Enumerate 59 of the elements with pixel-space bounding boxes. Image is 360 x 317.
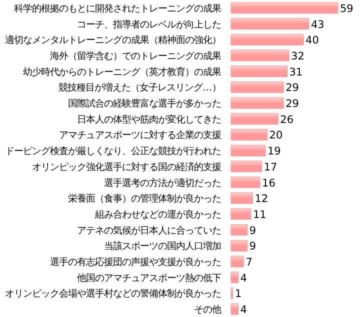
y-tick-label: オリンピック強化選手に対する国の経済的支援 (32, 162, 221, 173)
y-tick-label: 海外（留学含む）でのトレーニングの成果 (50, 50, 221, 62)
data-label: 4 (240, 272, 248, 284)
data-label: 31 (289, 66, 303, 78)
y-tick-label: オリンピック会場や選手村などの警備体制が良かった (5, 288, 221, 300)
bar (230, 97, 284, 109)
bar (230, 128, 268, 140)
data-label: 29 (286, 82, 299, 94)
bar (230, 50, 290, 62)
data-label: 4 (240, 304, 248, 316)
data-label: 17 (264, 161, 278, 174)
y-tick-label: アテネの気候が日本人に合っていた (77, 225, 221, 236)
y-tick-label: 栄養面（食事）の管理体制が良かった (68, 194, 221, 205)
y-tick-label: その他 (194, 304, 221, 316)
y-tick-label: 競技種目が増えた（女子レスリング…） (58, 82, 221, 94)
bar (230, 144, 266, 156)
data-label: 26 (280, 114, 294, 126)
y-tick-label: 当該スポーツの国内人口増加 (104, 241, 221, 252)
y-tick-label: 組み合わせなどの運が良かった (94, 209, 221, 220)
data-label: 9 (249, 224, 256, 237)
data-label: 59 (340, 2, 354, 15)
bar (230, 113, 278, 125)
y-tick-label: 国際試合の経験豊富な選手が多かった (68, 98, 221, 110)
y-tick-label: ドーピング検査が厳しくなり、公正な競技が行われた (5, 146, 221, 158)
bar (230, 224, 248, 236)
y-tick-label: アマチュアスポーツに対する企業の支援 (59, 130, 221, 142)
y-tick-label: 他国のアマチュアスポーツ熱の低下 (77, 272, 221, 284)
y-tick-label: コーチ、指導者のレベルが向上した (77, 19, 221, 30)
bar (230, 2, 338, 14)
bar (230, 160, 262, 172)
bar (230, 34, 304, 46)
bar (230, 256, 244, 268)
bar (230, 18, 310, 30)
bar (230, 192, 254, 204)
y-tick-label: 適切なメンタルトレーニングの成果（精神面の強化） (5, 35, 221, 46)
data-label: 32 (291, 50, 304, 62)
data-label: 29 (286, 98, 299, 110)
y-tick-label: 日本人の体型や筋肉が変化してきた (77, 114, 221, 126)
data-label: 7 (246, 256, 252, 269)
data-label: 9 (249, 240, 256, 253)
y-tick-label: 科学的根拠のもとに開発されたトレーニングの成果 (14, 3, 221, 14)
data-label: 20 (269, 130, 283, 142)
bar (230, 240, 248, 252)
y-tick-label: 幼少時代からのトレーニング（英才教育）の成果 (23, 66, 221, 78)
data-label: 40 (306, 34, 319, 47)
data-label: 19 (267, 146, 281, 158)
bar (230, 303, 239, 315)
data-label: 1 (234, 288, 242, 300)
data-label: 12 (254, 193, 268, 206)
y-tick-label: 選手選考の方法が適切だった (104, 178, 221, 189)
data-label: 43 (310, 18, 324, 31)
data-label: 11 (252, 208, 266, 221)
bar (230, 208, 252, 220)
bar (230, 272, 239, 284)
bar (230, 66, 288, 78)
y-tick-label: 選手の有志応援団の声援や支援が良かった (50, 257, 221, 268)
data-label: 16 (262, 177, 276, 190)
bar (230, 176, 260, 188)
bar (230, 81, 284, 93)
